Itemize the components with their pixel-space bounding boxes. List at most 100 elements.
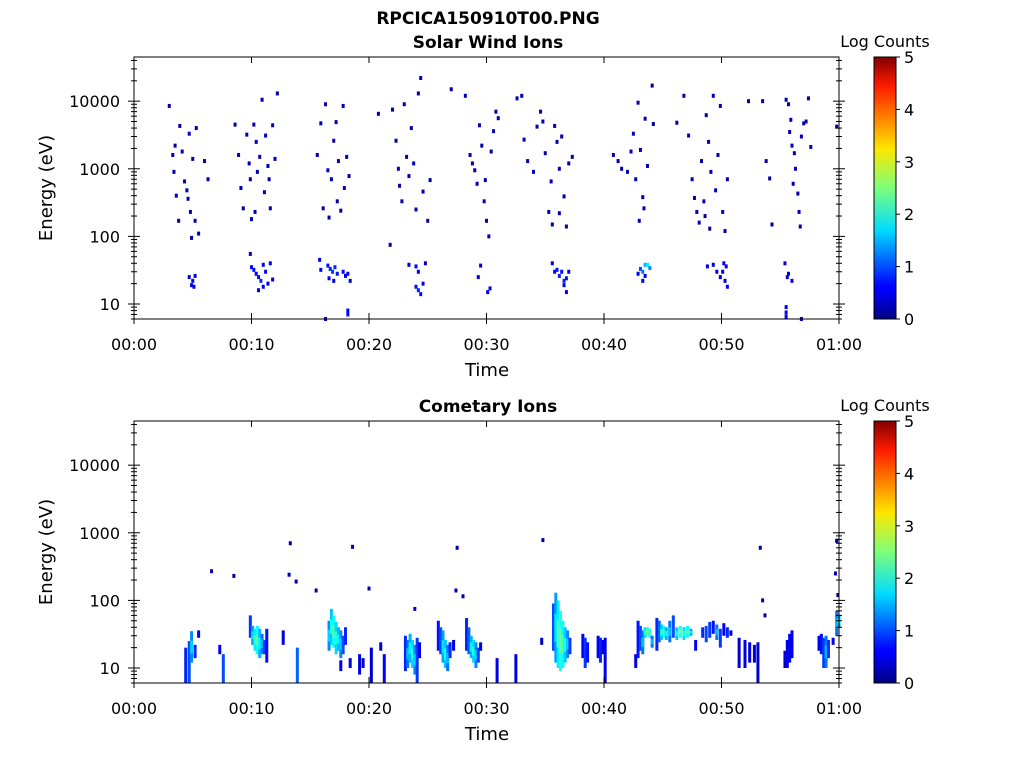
spectrogram-cell (210, 569, 214, 574)
spectrogram-cell (784, 310, 788, 315)
spectrogram-cell (541, 538, 545, 543)
spectrogram-cell (794, 166, 798, 171)
spectrogram-cell (809, 144, 813, 149)
spectrogram-cell (634, 177, 638, 182)
spectrogram-column-core (678, 629, 682, 635)
y-axis-ticks: 10 100 1000 10000 (69, 423, 845, 684)
spectrogram-column-core (339, 638, 343, 650)
spectrogram-cell (768, 176, 772, 181)
spectrogram-cell (835, 124, 839, 129)
spectrogram-column-core (190, 640, 194, 654)
spectrogram-cell (697, 220, 701, 225)
spectrogram-cell (318, 257, 322, 262)
x-tick-label: 00:00 (111, 335, 157, 354)
spectrogram-column (448, 642, 452, 659)
spectrogram-cell (245, 132, 249, 137)
spectrogram-cell (414, 264, 418, 269)
spectrogram-cell (488, 286, 492, 291)
spectrogram-cell (641, 278, 645, 283)
spectrogram-cell (483, 178, 487, 183)
spectrogram-cell (400, 199, 404, 204)
spectrogram-cell (705, 264, 709, 269)
spectrogram-cell (423, 261, 427, 266)
spectrogram-column-core (682, 631, 686, 637)
colorbar-label: Log Counts (840, 396, 930, 415)
spectrogram-column-core (329, 619, 333, 635)
spectrogram-cell (171, 152, 175, 157)
spectrogram-column-core (446, 652, 450, 664)
spectrogram-column (822, 637, 826, 669)
spectrogram-cell (541, 119, 545, 124)
spectrogram-cell (708, 226, 712, 231)
spectrogram-cell (520, 93, 524, 98)
spectrogram-cell (342, 185, 346, 190)
spectrogram-cell (682, 93, 686, 98)
spectrogram-cell (687, 133, 691, 138)
spectrogram-column-core (554, 613, 558, 642)
spectrogram-column (817, 635, 821, 651)
spectrogram-cell (261, 262, 265, 267)
spectrogram-column-core (645, 629, 649, 634)
spectrogram-cell (626, 169, 629, 174)
spectrogram-cell (714, 188, 718, 193)
spectrogram-cell (254, 271, 258, 276)
spectrogram-column-core (566, 638, 570, 650)
spectrogram-column-core (441, 640, 445, 653)
spectrogram-column (725, 627, 729, 638)
spectrogram-cell (564, 224, 568, 229)
spectrogram-cell (252, 267, 256, 272)
spectrogram-cell (327, 276, 331, 281)
colorbar-tick-label: 5 (904, 48, 914, 67)
spectrogram-column (743, 639, 747, 669)
spectrogram-cell (185, 188, 189, 193)
spectrogram-cell (421, 281, 425, 286)
spectrogram-cell (723, 229, 727, 234)
spectrogram-cell (560, 134, 564, 139)
spectrogram-cell (725, 177, 729, 182)
y-tick-label: 10 (100, 659, 120, 678)
spectrogram-column (358, 654, 362, 675)
spectrogram-column (603, 637, 607, 683)
spectrogram-cell (547, 209, 551, 214)
spectrogram-column (415, 637, 419, 683)
colorbar-ticks: 0 1 2 3 4 5 (896, 48, 914, 329)
spectrogram-column-core (332, 625, 336, 638)
spectrogram-column (248, 615, 252, 638)
colorbar-gradient (873, 56, 897, 320)
spectrogram-cell (273, 156, 277, 161)
spectrogram-cell (421, 189, 425, 194)
spectrogram-cell (247, 161, 251, 166)
spectrogram-cell (487, 234, 491, 239)
spectrogram-cell (485, 218, 488, 223)
spectrogram-cell (412, 161, 416, 166)
spectrogram-cell (187, 131, 191, 136)
spectrogram-cell (692, 195, 696, 200)
x-tick-label: 00:20 (346, 699, 392, 718)
spectrogram-cell (346, 312, 350, 317)
spectrogram-column-core (406, 648, 410, 660)
spectrogram-cell (723, 278, 727, 283)
spectrogram-cell (648, 266, 652, 271)
spectrogram-cell (190, 235, 194, 240)
x-tick-label: 00:40 (581, 335, 627, 354)
spectrogram-cell (715, 269, 719, 274)
spectrogram-column-core (469, 642, 473, 652)
spectrogram-column (694, 639, 698, 651)
spectrogram-cell (266, 281, 270, 286)
spectrogram-cell (250, 265, 253, 270)
spectrogram-column (785, 639, 789, 669)
spectrogram-column (184, 647, 188, 683)
spectrogram-cell (326, 168, 330, 173)
spectrogram-column (436, 620, 440, 651)
spectrogram-cell (257, 275, 261, 280)
spectrogram-cell (416, 288, 420, 293)
spectrogram-column-core (408, 642, 412, 655)
spectrogram-column (551, 603, 555, 651)
spectrogram-cell (341, 103, 345, 108)
spectrogram-cell (641, 269, 645, 274)
spectrogram-cell (191, 278, 195, 283)
spectrogram-column (197, 630, 201, 638)
spectrogram-column (819, 633, 823, 655)
spectrogram-cell (319, 267, 323, 272)
spectrogram-cell (784, 97, 788, 102)
